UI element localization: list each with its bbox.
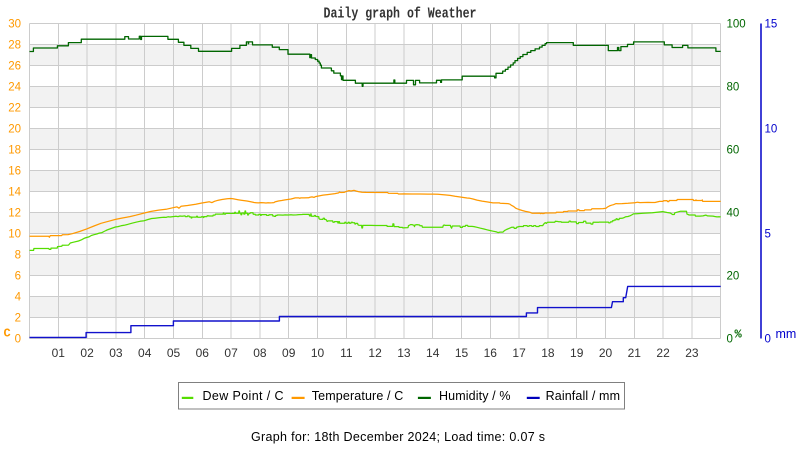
svg-text:2: 2 [15, 313, 21, 325]
svg-text:16: 16 [484, 346, 498, 360]
svg-text:Daily graph of Weather: Daily graph of Weather [324, 5, 477, 22]
svg-text:20: 20 [727, 271, 740, 283]
svg-text:28: 28 [8, 40, 21, 52]
svg-text:08: 08 [253, 346, 267, 360]
svg-text:12: 12 [368, 346, 382, 360]
svg-text:%: % [735, 328, 743, 342]
svg-text:01: 01 [52, 346, 66, 360]
svg-text:22: 22 [656, 346, 670, 360]
svg-text:Dew Point / C: Dew Point / C [203, 389, 284, 403]
svg-text:26: 26 [8, 61, 21, 73]
svg-text:20: 20 [8, 124, 21, 136]
svg-text:09: 09 [282, 346, 296, 360]
svg-text:30: 30 [8, 19, 21, 31]
svg-text:02: 02 [80, 346, 94, 360]
svg-text:40: 40 [727, 208, 740, 220]
svg-text:0: 0 [15, 334, 21, 346]
svg-text:Rainfall / mm: Rainfall / mm [546, 389, 620, 403]
svg-text:80: 80 [727, 82, 740, 94]
svg-text:11: 11 [340, 346, 353, 360]
svg-text:24: 24 [8, 82, 21, 94]
svg-text:18: 18 [8, 145, 21, 157]
svg-text:6: 6 [15, 271, 21, 283]
svg-text:10: 10 [8, 229, 21, 241]
svg-text:0: 0 [765, 334, 771, 346]
svg-text:15: 15 [455, 346, 469, 360]
svg-text:03: 03 [109, 346, 123, 360]
svg-text:Graph for: 18th December 2024;: Graph for: 18th December 2024; Load time… [251, 430, 545, 444]
svg-text:04: 04 [138, 346, 152, 360]
svg-text:15: 15 [765, 19, 778, 31]
svg-text:18: 18 [541, 346, 555, 360]
svg-text:100: 100 [727, 19, 746, 31]
svg-text:19: 19 [570, 346, 584, 360]
svg-text:06: 06 [196, 346, 210, 360]
svg-text:22: 22 [8, 103, 21, 115]
svg-text:23: 23 [685, 346, 699, 360]
svg-text:60: 60 [727, 145, 740, 157]
svg-text:05: 05 [167, 346, 181, 360]
svg-text:21: 21 [628, 346, 642, 360]
svg-text:12: 12 [8, 208, 21, 220]
svg-text:0: 0 [727, 334, 733, 346]
svg-text:14: 14 [426, 346, 440, 360]
svg-text:13: 13 [397, 346, 411, 360]
svg-text:Temperature / C: Temperature / C [312, 389, 404, 403]
svg-text:mm: mm [776, 327, 797, 341]
svg-text:8: 8 [15, 250, 21, 262]
svg-text:16: 16 [8, 166, 21, 178]
svg-text:Humidity / %: Humidity / % [439, 389, 511, 403]
svg-text:10: 10 [311, 346, 325, 360]
svg-text:4: 4 [15, 292, 22, 304]
svg-text:17: 17 [512, 346, 526, 360]
svg-text:20: 20 [599, 346, 613, 360]
svg-text:C: C [4, 327, 11, 341]
svg-text:07: 07 [224, 346, 238, 360]
svg-text:10: 10 [765, 124, 778, 136]
svg-text:5: 5 [765, 229, 771, 241]
svg-text:14: 14 [8, 187, 21, 199]
